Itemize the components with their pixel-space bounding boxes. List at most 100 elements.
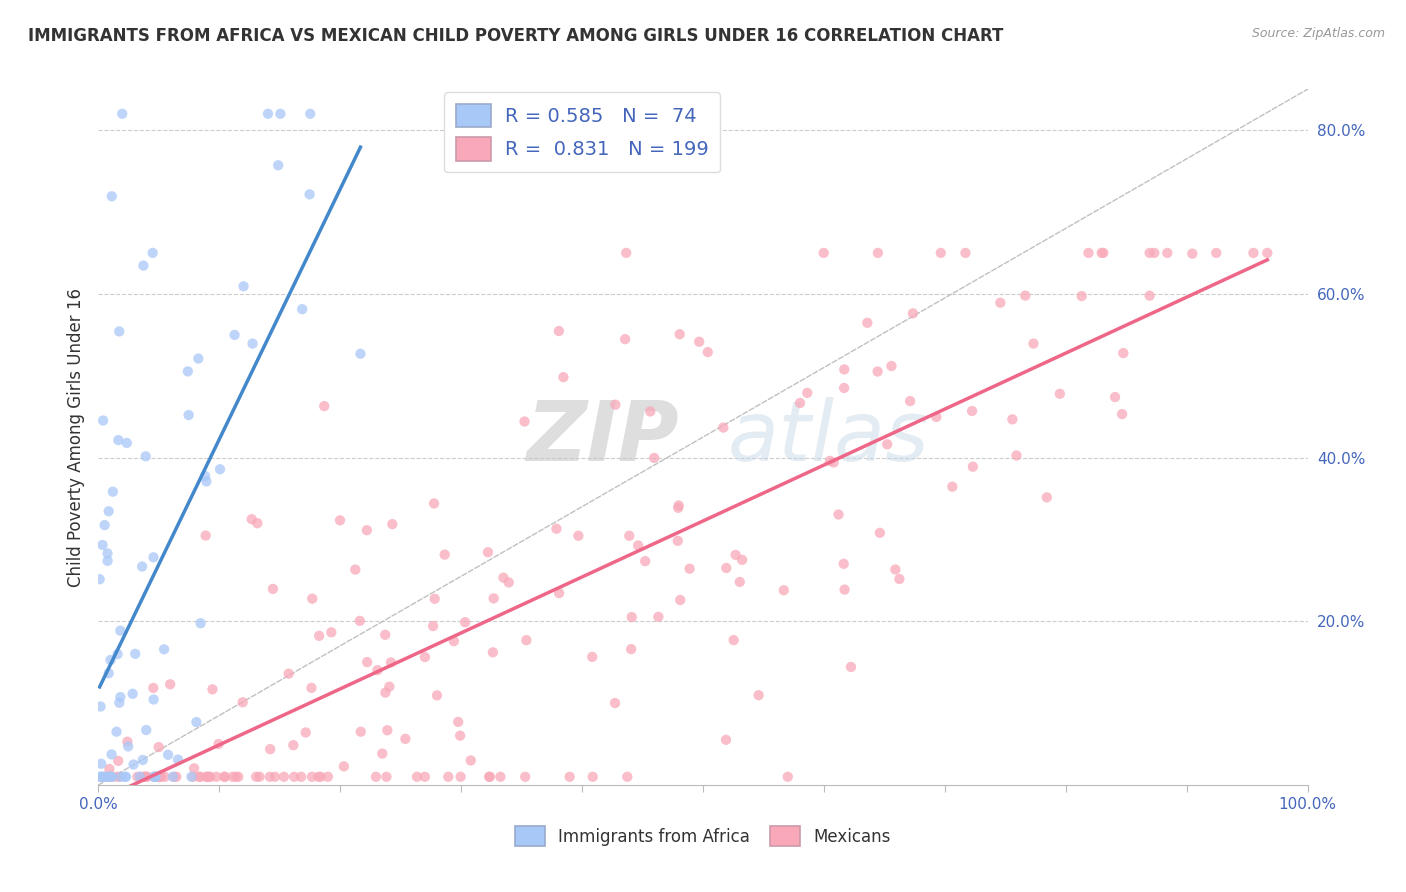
Point <box>143 770 166 784</box>
Point <box>129 770 152 784</box>
Point <box>298 187 321 202</box>
Point <box>406 770 429 784</box>
Point <box>186 715 208 730</box>
Point <box>553 370 575 384</box>
Point <box>834 582 856 597</box>
Point <box>127 770 149 784</box>
Point <box>100 653 122 667</box>
Point <box>558 770 581 784</box>
Point <box>115 770 138 784</box>
Point <box>1139 246 1161 260</box>
Point <box>1092 246 1115 260</box>
Point <box>515 770 537 784</box>
Point <box>101 770 124 784</box>
Point <box>1205 246 1227 260</box>
Point <box>668 327 690 342</box>
Text: Source: ZipAtlas.com: Source: ZipAtlas.com <box>1251 27 1385 40</box>
Point <box>96 546 118 560</box>
Point <box>136 770 159 784</box>
Point <box>277 666 299 681</box>
Point <box>269 107 291 121</box>
Point <box>145 770 167 784</box>
Point <box>143 770 166 784</box>
Point <box>132 259 155 273</box>
Point <box>443 634 465 648</box>
Point <box>163 770 186 784</box>
Point <box>460 754 482 768</box>
Point <box>214 770 236 784</box>
Point <box>581 649 603 664</box>
Point <box>97 554 120 568</box>
Point <box>283 738 305 752</box>
Point <box>876 437 898 451</box>
Point <box>97 504 120 518</box>
Point <box>108 325 131 339</box>
Point <box>866 246 889 260</box>
Point <box>100 770 122 784</box>
Point <box>90 699 112 714</box>
Point <box>93 770 115 784</box>
Point <box>91 538 114 552</box>
Point <box>614 332 637 346</box>
Point <box>423 591 446 606</box>
Point <box>225 770 247 784</box>
Point <box>832 381 855 395</box>
Point <box>228 770 250 784</box>
Point <box>1077 246 1099 260</box>
Point <box>208 462 231 476</box>
Point <box>447 714 470 729</box>
Point <box>240 512 263 526</box>
Point <box>107 433 129 447</box>
Point <box>1156 246 1178 260</box>
Point <box>148 770 170 784</box>
Point <box>374 628 396 642</box>
Point <box>105 724 128 739</box>
Point <box>380 656 402 670</box>
Point <box>132 753 155 767</box>
Point <box>148 740 170 755</box>
Point <box>101 484 124 499</box>
Point <box>142 681 165 695</box>
Point <box>839 660 862 674</box>
Point <box>1256 246 1278 260</box>
Point <box>482 645 505 659</box>
Point <box>110 690 132 704</box>
Point <box>98 770 121 784</box>
Point <box>91 413 114 427</box>
Point <box>110 624 132 638</box>
Point <box>183 761 205 775</box>
Point <box>242 336 264 351</box>
Text: atlas: atlas <box>727 397 929 477</box>
Point <box>167 753 190 767</box>
Point <box>142 550 165 565</box>
Point <box>131 559 153 574</box>
Point <box>262 582 284 596</box>
Point <box>724 548 747 562</box>
Point <box>901 306 924 320</box>
Point <box>614 246 637 260</box>
Point <box>198 770 221 784</box>
Point <box>93 770 115 784</box>
Point <box>988 295 1011 310</box>
Point <box>259 770 281 784</box>
Point <box>245 770 267 784</box>
Point <box>619 529 641 543</box>
Point <box>308 629 330 643</box>
Point <box>962 459 984 474</box>
Point <box>267 158 290 172</box>
Y-axis label: Child Poverty Among Girls Under 16: Child Poverty Among Girls Under 16 <box>66 287 84 587</box>
Point <box>478 770 501 784</box>
Point <box>477 545 499 559</box>
Point <box>827 508 849 522</box>
Point <box>128 770 150 784</box>
Point <box>101 770 124 784</box>
Point <box>772 583 794 598</box>
Point <box>796 385 818 400</box>
Point <box>548 586 571 600</box>
Point <box>121 687 143 701</box>
Point <box>93 518 115 533</box>
Point <box>356 655 378 669</box>
Point <box>375 770 398 784</box>
Point <box>314 399 336 413</box>
Point <box>145 770 167 784</box>
